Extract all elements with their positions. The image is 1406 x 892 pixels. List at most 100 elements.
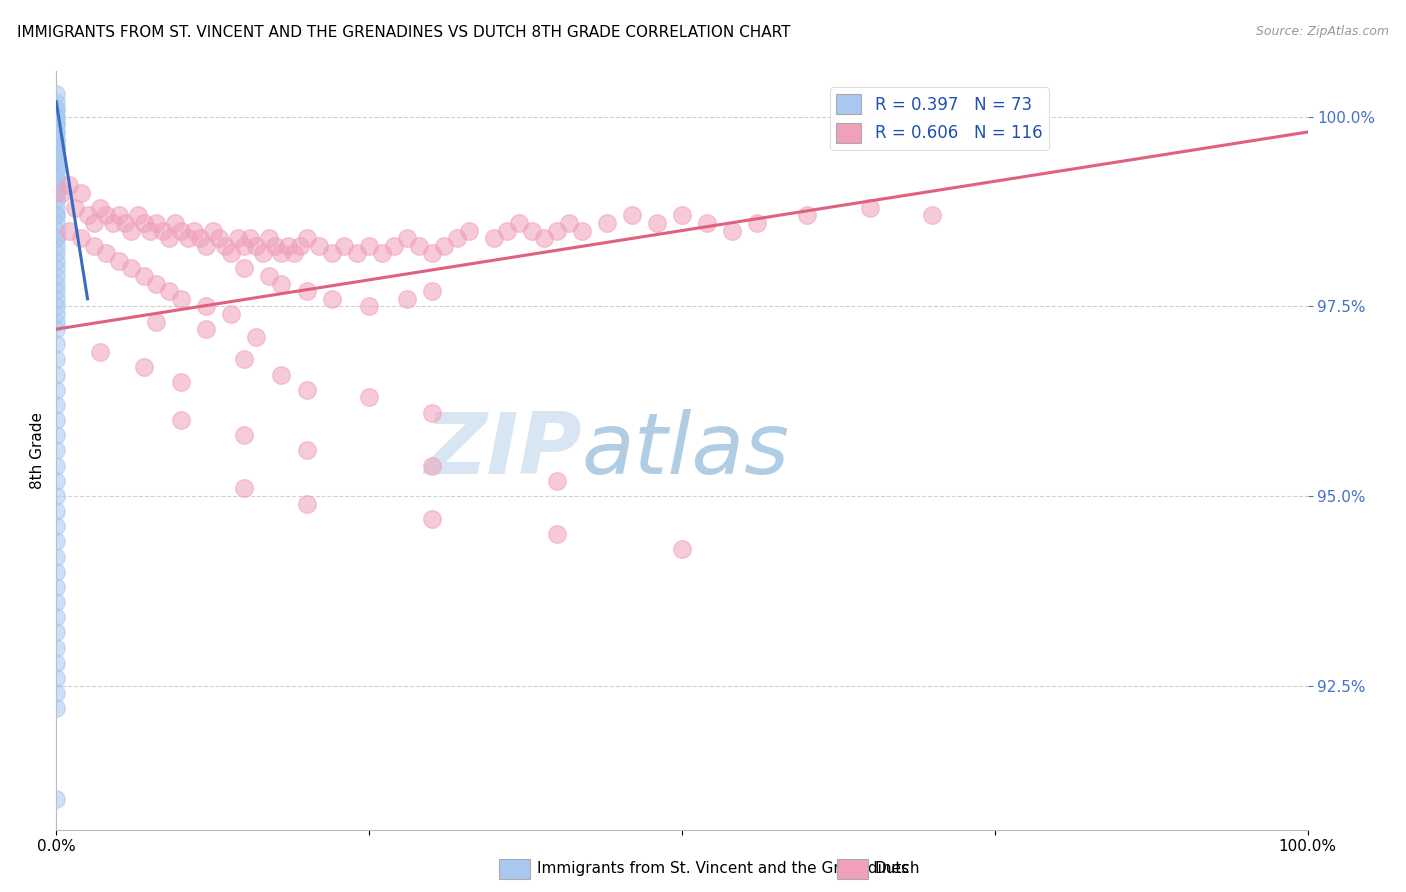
Point <box>165 216 187 230</box>
Point <box>45 95 67 109</box>
Point <box>45 103 67 117</box>
Point <box>45 140 67 154</box>
Point <box>45 625 67 640</box>
Point <box>233 352 256 367</box>
Point <box>333 239 356 253</box>
Point <box>45 216 67 230</box>
Point <box>508 216 530 230</box>
Point <box>45 352 67 367</box>
Point <box>395 231 418 245</box>
Point <box>408 239 430 253</box>
Point <box>295 443 318 458</box>
Text: Dutch: Dutch <box>875 862 920 876</box>
Point <box>45 701 67 715</box>
Point <box>139 224 162 238</box>
Point <box>45 170 67 185</box>
Point <box>45 231 67 245</box>
Point <box>45 125 67 139</box>
Point <box>145 277 167 291</box>
Point <box>546 224 568 238</box>
Point <box>45 209 67 223</box>
Point <box>308 239 330 253</box>
Point <box>245 330 267 344</box>
Point <box>76 209 98 223</box>
Point <box>45 383 67 397</box>
Point <box>89 201 111 215</box>
Point <box>45 254 67 268</box>
Point <box>433 239 456 253</box>
Point <box>45 163 67 178</box>
Point <box>264 239 287 253</box>
Point <box>45 656 67 670</box>
Point <box>721 224 744 238</box>
Point <box>359 391 381 405</box>
Point <box>45 140 67 154</box>
Point <box>395 292 418 306</box>
Point <box>120 224 142 238</box>
Point <box>239 231 262 245</box>
Point <box>420 458 443 473</box>
Point <box>45 261 67 276</box>
Point <box>370 246 392 260</box>
Point <box>226 231 249 245</box>
Point <box>45 368 67 382</box>
Point <box>45 87 67 102</box>
Point <box>596 216 619 230</box>
Point <box>45 474 67 488</box>
Point <box>132 216 155 230</box>
Point <box>183 224 205 238</box>
Point <box>96 209 118 223</box>
Point <box>45 163 67 178</box>
Point <box>245 239 267 253</box>
Point <box>70 186 93 200</box>
Point <box>858 201 880 215</box>
Point <box>145 216 167 230</box>
Point <box>277 239 299 253</box>
Point <box>58 224 80 238</box>
Point <box>295 231 318 245</box>
Legend: R = 0.397   N = 73, R = 0.606   N = 116: R = 0.397 N = 73, R = 0.606 N = 116 <box>830 87 1049 150</box>
Point <box>45 224 67 238</box>
Point <box>45 519 67 533</box>
Point <box>45 178 67 193</box>
Point <box>45 277 67 291</box>
Point <box>233 482 256 496</box>
Point <box>170 413 193 427</box>
Point <box>45 337 67 351</box>
Point <box>796 209 818 223</box>
Point <box>157 285 180 299</box>
Point <box>188 231 211 245</box>
Point <box>152 224 174 238</box>
Point <box>45 610 67 624</box>
Point <box>420 406 443 420</box>
Point <box>446 231 468 245</box>
Point <box>45 186 67 200</box>
Point <box>45 428 67 442</box>
Point <box>89 345 111 359</box>
Point <box>45 148 67 162</box>
Point <box>45 118 67 132</box>
Point <box>176 231 198 245</box>
Point <box>420 512 443 526</box>
Point <box>45 239 67 253</box>
Point <box>270 246 292 260</box>
Point <box>45 307 67 321</box>
Point <box>45 246 67 260</box>
Point <box>346 246 368 260</box>
Point <box>45 315 67 329</box>
Point <box>45 125 67 139</box>
Point <box>45 170 67 185</box>
Point <box>290 239 312 253</box>
Point <box>45 269 67 284</box>
Point <box>45 458 67 473</box>
Point <box>45 640 67 655</box>
Point <box>221 307 243 321</box>
Point <box>745 216 768 230</box>
Point <box>45 110 67 124</box>
Point <box>458 224 481 238</box>
Point <box>257 269 280 284</box>
Point <box>58 178 80 193</box>
Point <box>45 118 67 132</box>
Point <box>132 360 155 375</box>
Point <box>45 549 67 564</box>
